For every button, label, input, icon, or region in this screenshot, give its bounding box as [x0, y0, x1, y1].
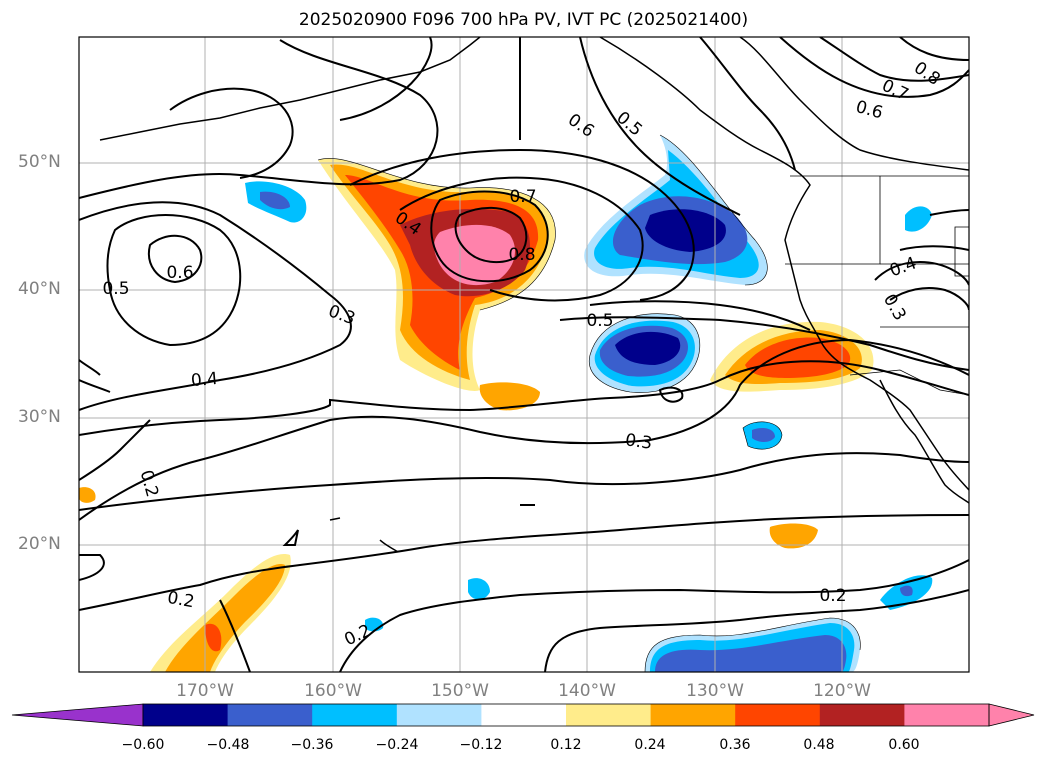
lon-label: 130°W [686, 681, 744, 701]
lon-label: 160°W [304, 681, 362, 701]
ivt-positive-anomaly-north [318, 158, 556, 411]
colorbar-tick-label: 0.60 [888, 737, 920, 753]
ivt-negative-anomaly-northeast [584, 135, 768, 285]
contour-label: 0.6 [854, 97, 885, 123]
colorbar-extend-min [11, 703, 144, 727]
colorbar-segment [143, 704, 229, 726]
contour-label: 0.5 [586, 311, 613, 331]
contour-label: 0.8 [910, 58, 944, 90]
contour-label: 0.4 [887, 253, 919, 281]
contour-label: 0.2 [819, 586, 846, 606]
lon-label: 150°W [431, 681, 489, 701]
contour-label: 0.3 [624, 430, 654, 454]
ivt-positive-anomaly-southwest [79, 487, 291, 672]
lat-label: 20°N [18, 534, 61, 554]
ivt-negative-anomaly-south [645, 618, 861, 672]
colorbar-frame [142, 703, 990, 727]
colorbar-tick-label: 0.12 [550, 737, 582, 753]
contour-label: 0.3 [326, 301, 358, 329]
contour-label: 0.5 [612, 108, 646, 141]
map-frame [78, 36, 970, 673]
colorbar-segment [735, 704, 821, 726]
coastlines [99, 37, 969, 553]
colorbar-segment [227, 704, 313, 726]
contour-label: 0.5 [102, 279, 129, 299]
contour-label: 0.8 [508, 245, 535, 265]
ivt-negative-anomaly-center [589, 313, 700, 393]
pv-contours [79, 37, 969, 672]
colorbar-tick-label: 0.48 [803, 737, 835, 753]
contour-label: 0.2 [166, 588, 196, 612]
colorbar-tick-label: −0.48 [206, 737, 250, 753]
contour-label: 0.2 [136, 468, 162, 499]
contour-label: 0.6 [564, 110, 598, 142]
colorbar-tick-label: −0.60 [121, 737, 165, 753]
colorbar-segment [481, 704, 567, 726]
lon-label: 120°W [813, 681, 871, 701]
ivt-negative-anomaly-small [245, 181, 933, 632]
colorbar-tick-label: 0.36 [719, 737, 751, 753]
colorbar-tick-label: 0.24 [634, 737, 666, 753]
lon-label: 140°W [558, 681, 616, 701]
map-title: 2025020900 F096 700 hPa PV, IVT PC (2025… [298, 10, 749, 30]
colorbar-tick-label: −0.12 [459, 737, 503, 753]
contour-label: 0.4 [190, 369, 219, 391]
colorbar-segment [566, 704, 652, 726]
colorbar-segment [396, 704, 482, 726]
colorbar-tick-label: −0.36 [290, 737, 334, 753]
lat-label: 50°N [18, 152, 61, 172]
colorbar-segment [819, 704, 905, 726]
contour-label: 0.7 [509, 187, 536, 207]
colorbar-segment [650, 704, 736, 726]
lat-label: 30°N [18, 407, 61, 427]
contour-label: 0.3 [879, 291, 910, 324]
map-gridlines [79, 37, 969, 672]
lat-label: 40°N [18, 279, 61, 299]
ivt-positive-anomaly-east [710, 321, 874, 549]
colorbar [11, 703, 1035, 727]
colorbar-extend-max [988, 703, 1035, 727]
lon-label: 170°W [176, 681, 234, 701]
colorbar-tick-label: −0.24 [375, 737, 419, 753]
contour-label: 0.6 [166, 263, 193, 283]
colorbar-segment [904, 704, 990, 726]
colorbar-segment [312, 704, 398, 726]
